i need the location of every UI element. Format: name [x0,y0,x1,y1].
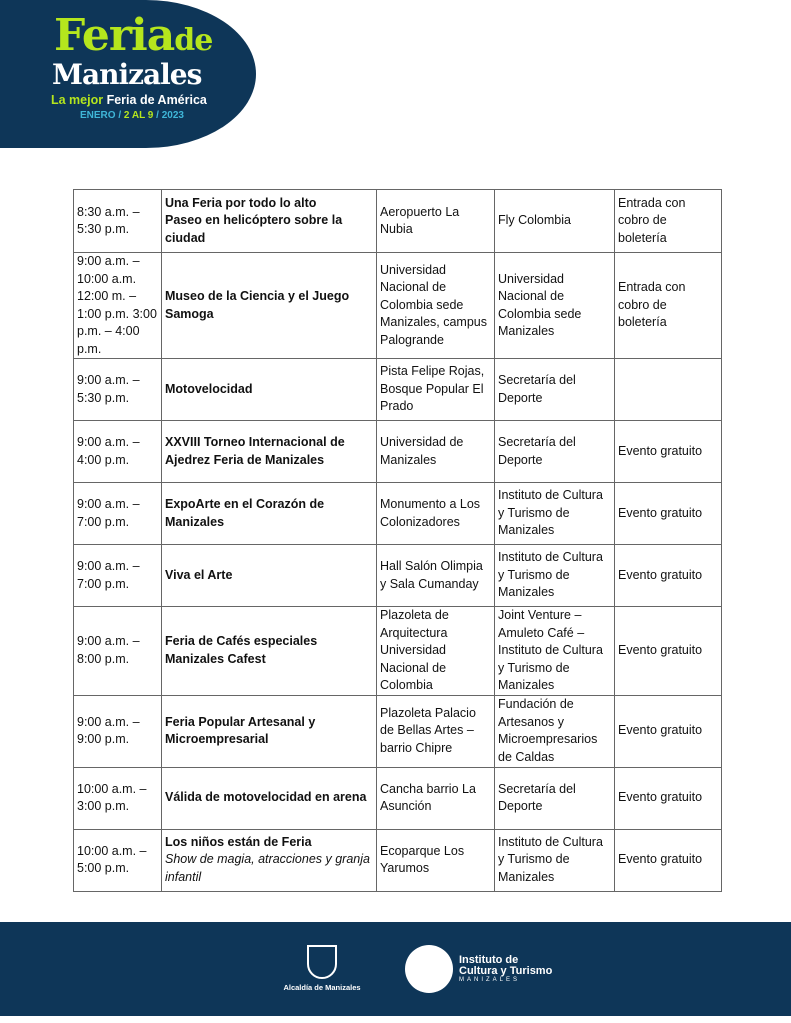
event-cell: Válida de motovelocidad en arena [161,766,377,830]
time-cell: 9:00 a.m. – 10:00 a.m. 12:00 m. – 1:00 p… [73,252,162,359]
place-cell: Aeropuerto La Nubia [376,189,495,253]
footer-banner [0,922,791,1016]
time-cell: 10:00 a.m. – 5:00 p.m. [73,828,162,892]
event-title: Feria Popular Artesanal y Microempresari… [165,714,316,747]
logo-manizales: Manizales [52,58,202,91]
event-title: Motovelocidad [165,381,253,396]
organizer-cell: Fundación de Artesanos y Microempresario… [494,694,615,768]
entry-cell: Evento gratuito [614,420,722,483]
shield-icon [307,945,337,979]
organizer-cell: Instituto de Cultura y Turismo de Maniza… [494,544,615,607]
table-row: 9:00 a.m. – 5:30 p.m. Motovelocidad Pista … [73,358,722,421]
inst-line1: Instituto de [459,954,519,966]
organizer-cell: Universidad Nacional de Colombia sede Ma… [494,252,615,359]
event-cell: ExpoArte en el Corazón de Manizales [161,482,377,545]
time-cell: 9:00 a.m. – 4:00 p.m. [73,420,162,483]
event-title: Feria de Cafés especiales Manizales Cafe… [165,634,318,666]
time-cell: 9:00 a.m. – 7:00 p.m. [73,544,162,607]
logo-dates: ENERO / 2 AL 9 / 2023 [80,110,184,121]
table-row: 10:00 a.m. – 3:00 p.m. Válida de motovelo… [73,766,722,830]
organizer-cell: Secretaría del Deporte [494,420,615,483]
event-cell: Museo de la Ciencia y el Juego Samoga [161,252,377,359]
table-row: 10:00 a.m. – 5:00 p.m. Los niños están de… [73,828,722,892]
entry-cell: Evento gratuito [614,766,722,830]
organizer-cell: Fly Colombia [494,189,615,253]
place-cell: Plazoleta Palacio de Bellas Artes – barr… [376,694,495,768]
time-cell: 8:30 a.m. – 5:30 p.m. [73,189,162,253]
time-cell: 9:00 a.m. – 5:30 p.m. [73,358,162,421]
header-logo-banner: Feriade Manizales La mejor Feria de Amér… [0,0,256,148]
entry-cell: Evento gratuito [614,828,722,892]
place-cell: Ecoparque Los Yarumos [376,828,495,892]
place-cell: Hall Salón Olimpia y Sala Cumanday [376,544,495,607]
place-cell: Pista Felipe Rojas, Bosque Popular El Pr… [376,358,495,421]
time-cell: 9:00 a.m. – 9:00 p.m. [73,694,162,768]
masks-emblem-icon [405,945,453,993]
entry-cell [614,358,722,421]
event-title: ExpoArte en el Corazón de Manizales [165,497,325,529]
organizer-cell: Secretaría del Deporte [494,358,615,421]
table-row: 9:00 a.m. – 8:00 p.m. Feria de Cafés espe… [73,606,722,696]
table-row: 9:00 a.m. – 4:00 p.m. XXVIII Torneo Inter… [73,420,722,483]
event-cell: Feria de Cafés especiales Manizales Cafe… [161,606,377,696]
place-cell: Universidad Nacional de Colombia sede Ma… [376,252,495,359]
table-row: 8:30 a.m. – 5:30 p.m. Una Feria por todo … [73,189,722,253]
event-subtitle: Paseo en helicóptero sobre la ciudad [165,213,343,245]
organizer-cell: Secretaría del Deporte [494,766,615,830]
table-row: 9:00 a.m. – 7:00 p.m. Viva el Arte Hall Sa… [73,544,722,607]
event-cell: Motovelocidad [161,358,377,421]
time-cell: 9:00 a.m. – 7:00 p.m. [73,482,162,545]
logo-feria: Feriade [54,10,213,61]
entry-cell: Entrada con cobro de boletería [614,189,722,253]
event-cell: Feria Popular Artesanal y Microempresari… [161,694,377,768]
place-cell: Monumento a Los Colonizadores [376,482,495,545]
place-cell: Cancha barrio La Asunción [376,766,495,830]
event-title: Los niños están de Feria [165,834,312,849]
organizer-cell: Instituto de Cultura y Turismo de Maniza… [494,828,615,892]
event-cell: Viva el Arte [161,544,377,607]
event-title: Válida de motovelocidad en arena [165,790,367,805]
inst-line3: MANIZALES [459,977,521,983]
table-row: 9:00 a.m. – 10:00 a.m. 12:00 m. – 1:00 p… [73,252,722,359]
instituto-logo: Instituto de Cultura y Turismo MANIZALES [405,945,552,993]
alcaldia-label: Alcaldía de Manizales [283,983,361,992]
entry-cell: Evento gratuito [614,606,722,696]
entry-cell: Evento gratuito [614,482,722,545]
table-row: 9:00 a.m. – 9:00 p.m. Feria Popular Artes… [73,694,722,768]
place-cell: Universidad de Manizales [376,420,495,483]
event-cell: Una Feria por todo lo alto Paseo en helic… [161,189,377,253]
entry-cell: Evento gratuito [614,694,722,768]
entry-cell: Entrada con cobro de boletería [614,252,722,359]
event-subtitle: Show de magia, atracciones y granja infa… [165,852,370,884]
event-title: Museo de la Ciencia y el Juego Samoga [165,289,350,321]
event-cell: XXVIII Torneo Internacional de Ajedrez F… [161,420,377,483]
place-cell: Plazoleta de Arquitectura Universidad Na… [376,606,495,696]
events-table: 8:30 a.m. – 5:30 p.m. Una Feria por todo … [73,189,722,892]
logo-tagline: La mejor Feria de América [51,93,207,107]
event-title: XXVIII Torneo Internacional de Ajedrez F… [165,435,345,467]
organizer-cell: Instituto de Cultura y Turismo de Maniza… [494,482,615,545]
event-title: Viva el Arte [165,567,233,582]
time-cell: 10:00 a.m. – 3:00 p.m. [73,766,162,830]
event-cell: Los niños están de Feria Show de magia, a… [161,828,377,892]
inst-line2: Cultura y Turismo [459,965,553,977]
alcaldia-logo: Alcaldía de Manizales [280,945,364,992]
organizer-cell: Joint Venture – Amuleto Café – Instituto… [494,606,615,696]
entry-cell: Evento gratuito [614,544,722,607]
event-title: Una Feria por todo lo alto [165,195,317,210]
table-row: 9:00 a.m. – 7:00 p.m. ExpoArte en el Cora… [73,482,722,545]
time-cell: 9:00 a.m. – 8:00 p.m. [73,606,162,696]
